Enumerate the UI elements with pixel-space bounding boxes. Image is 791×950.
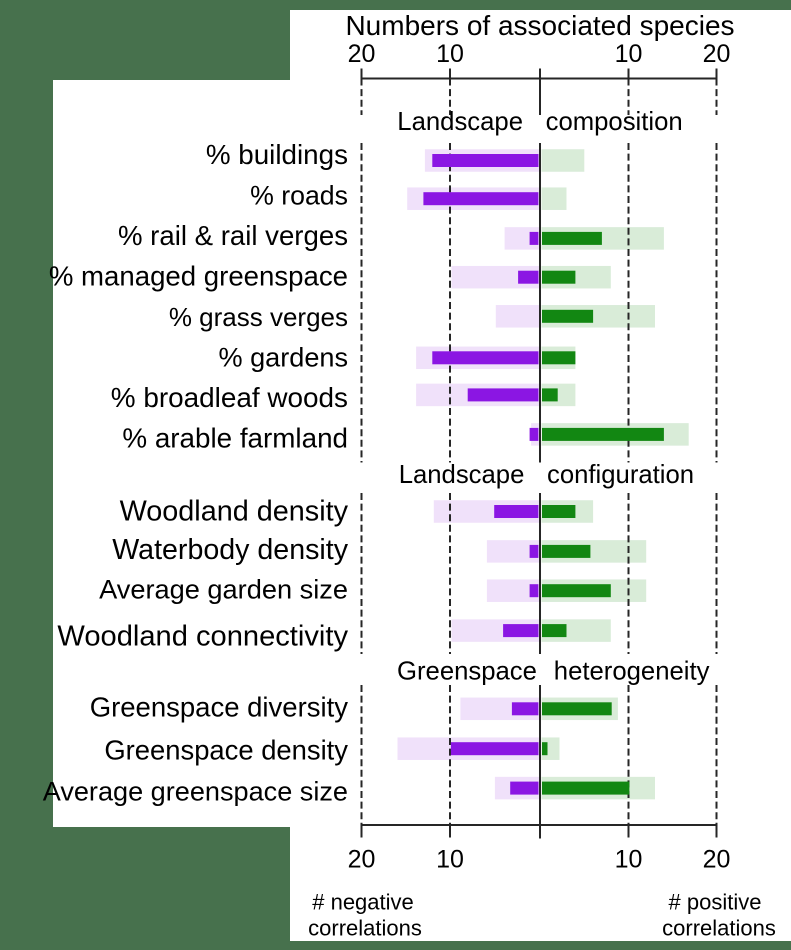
svg-text:20: 20: [703, 40, 731, 68]
svg-text:# positive: # positive: [669, 890, 762, 915]
svg-text:% buildings: % buildings: [206, 139, 348, 170]
svg-text:Woodland density: Woodland density: [120, 496, 349, 528]
svg-text:correlations: correlations: [662, 916, 776, 941]
svg-text:Greenspace density: Greenspace density: [104, 735, 348, 766]
svg-text:correlations: correlations: [308, 916, 422, 941]
svg-text:# negative: # negative: [312, 890, 414, 915]
svg-text:% managed greenspace: % managed greenspace: [49, 261, 348, 292]
svg-text:% arable farmland: % arable farmland: [122, 423, 348, 454]
svg-text:20: 20: [348, 40, 376, 68]
svg-text:Greenspace: Greenspace: [397, 658, 537, 686]
svg-text:Waterbody density: Waterbody density: [112, 534, 348, 566]
svg-text:% grass verges: % grass verges: [169, 302, 348, 332]
svg-text:Greenspace diversity: Greenspace diversity: [90, 692, 349, 723]
svg-text:Average garden size: Average garden size: [99, 574, 348, 605]
svg-text:% broadleaf woods: % broadleaf woods: [111, 382, 348, 413]
svg-text:composition: composition: [546, 108, 683, 136]
svg-text:% rail & rail verges: % rail & rail verges: [118, 220, 348, 251]
svg-text:10: 10: [615, 40, 643, 68]
svg-text:Woodland connectivity: Woodland connectivity: [57, 620, 348, 652]
svg-text:10: 10: [615, 846, 643, 874]
svg-text:% roads: % roads: [250, 180, 348, 210]
svg-text:heterogeneity: heterogeneity: [554, 658, 710, 686]
svg-text:20: 20: [703, 846, 731, 874]
svg-text:Average greenspace size: Average greenspace size: [43, 775, 348, 806]
svg-text:Numbers of associated species: Numbers of associated species: [345, 10, 734, 41]
svg-text:10: 10: [436, 846, 464, 874]
svg-text:Landscape: Landscape: [399, 461, 525, 489]
svg-text:20: 20: [348, 846, 376, 874]
svg-text:configuration: configuration: [547, 461, 694, 489]
svg-text:10: 10: [436, 40, 464, 68]
svg-text:% gardens: % gardens: [218, 342, 348, 373]
svg-text:Landscape: Landscape: [397, 108, 523, 136]
